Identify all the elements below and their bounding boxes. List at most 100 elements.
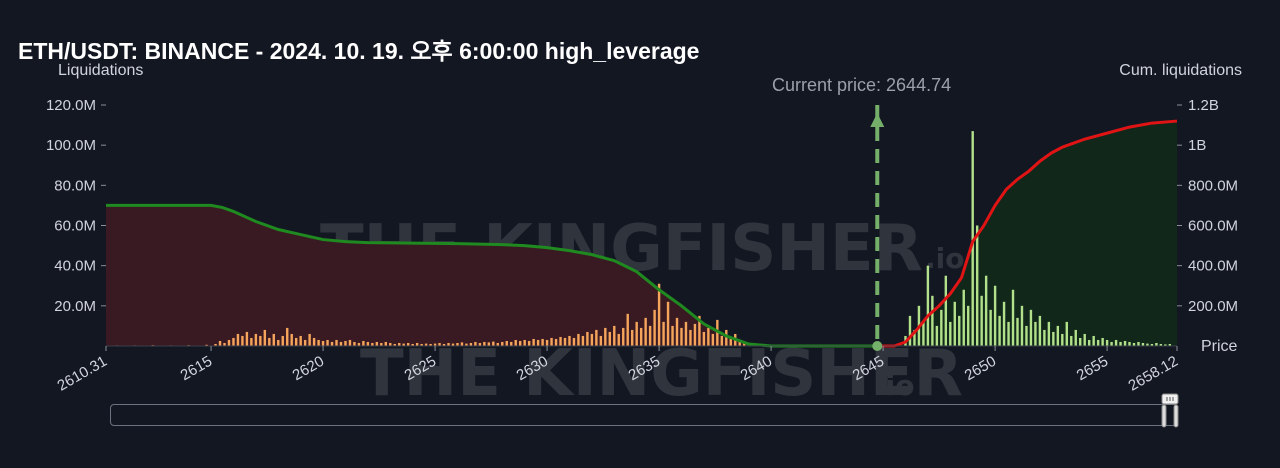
long-liq-bar (1056, 325, 1060, 346)
short-liq-bar (501, 341, 504, 346)
long-liq-bar (1052, 331, 1055, 346)
short-liq-bar (223, 342, 226, 346)
short-liq-bar (393, 343, 396, 346)
long-liq-bar (940, 309, 943, 346)
short-liq-bar (456, 342, 459, 346)
short-liq-bar (510, 341, 513, 346)
short-liq-bar (290, 333, 293, 346)
long-liq-bar (1155, 342, 1158, 346)
short-liq-bar (447, 342, 450, 346)
short-liq-bar (214, 343, 217, 346)
short-liq-bar (268, 337, 271, 346)
long-liq-bar (958, 315, 961, 346)
short-liq-bar (563, 337, 567, 346)
long-liq-bar (949, 321, 952, 346)
short-liq-bar (738, 339, 741, 346)
long-liq-bar (922, 321, 925, 346)
short-liq-bar (281, 335, 284, 346)
y2-tick-label: 600.0M (1188, 218, 1238, 235)
short-liq-bar (478, 342, 482, 346)
short-liq-bar (389, 342, 392, 346)
short-liq-bar (272, 333, 275, 346)
short-liq-bar (711, 333, 715, 346)
long-liq-bar (935, 325, 939, 346)
short-liq-bar (698, 315, 701, 346)
long-liq-bar (1119, 341, 1122, 346)
short-liq-bar (218, 340, 222, 346)
short-liq-bar (666, 301, 670, 346)
short-liq-bar (559, 336, 562, 346)
current-price-label: Current price: 2644.74 (772, 75, 952, 95)
short-liq-bar (657, 283, 661, 346)
long-liq-bar (1123, 340, 1127, 346)
short-liq-bar (326, 339, 329, 346)
current-price-dot (872, 341, 883, 351)
long-liq-bar (944, 275, 948, 346)
short-liq-bar (357, 342, 361, 346)
short-liq-bar (707, 327, 710, 346)
short-liq-bar (411, 343, 414, 346)
short-liq-bar (321, 340, 325, 346)
short-liq-bar (523, 339, 526, 346)
y-tick-label: 120.0M (46, 97, 96, 114)
long-liq-bar (1074, 329, 1077, 346)
long-liq-bar (1096, 339, 1100, 346)
short-liq-bar (671, 325, 674, 346)
y2-tick-label: 200.0M (1188, 298, 1238, 315)
short-liq-bar (577, 333, 580, 346)
long-liq-bar (1137, 341, 1140, 346)
range-slider-handle[interactable] (1160, 393, 1180, 429)
short-liq-bar (474, 341, 477, 346)
short-liq-bar (604, 327, 607, 346)
long-liq-bar (1110, 341, 1113, 346)
short-liq-bar (662, 321, 665, 346)
y-tick-label: 60.0M (54, 218, 96, 235)
long-liq-bar (926, 265, 930, 346)
short-liq-bar (344, 340, 347, 346)
short-liq-bar (702, 331, 706, 346)
long-liq-bar (1043, 329, 1046, 346)
short-liq-bar (716, 319, 719, 346)
short-liq-bar (469, 342, 473, 346)
short-liq-bar (259, 335, 262, 346)
short-liq-bar (339, 341, 343, 346)
short-liq-bar (236, 333, 240, 346)
short-liq-bar (581, 335, 585, 346)
short-liq-bar (684, 321, 688, 346)
long-liq-bar (1128, 341, 1131, 346)
short-liq-bar (375, 341, 379, 346)
x-tick-label: 2615 (178, 353, 215, 384)
short-liq-bar (433, 343, 437, 346)
short-liq-bar (384, 341, 387, 346)
short-liq-bar (617, 333, 620, 346)
short-liq-bar (406, 342, 410, 346)
x-tick-label: 2650 (962, 353, 999, 384)
short-liq-bar (572, 337, 576, 346)
short-liq-bar (725, 329, 728, 346)
short-liq-bar (541, 338, 544, 346)
short-liq-bar (424, 343, 428, 346)
long-liq-bar (931, 295, 934, 346)
short-liq-bar (648, 325, 652, 346)
long-liq-bar (1168, 343, 1172, 346)
left-axis-title: Liquidations (58, 62, 144, 79)
long-liq-bar (967, 305, 970, 346)
long-liq-bar (1092, 335, 1095, 346)
range-slider[interactable] (110, 404, 1178, 426)
short-liq-bar (568, 335, 571, 346)
long-cum-area (877, 121, 1177, 346)
short-liq-bar (675, 317, 679, 346)
short-liq-bar (442, 343, 446, 346)
short-liq-bar (366, 341, 370, 346)
long-liq-bar (971, 131, 974, 346)
short-liq-bar (554, 338, 558, 346)
short-liq-bar (492, 341, 495, 346)
short-liq-bar (465, 343, 468, 346)
short-liq-bar (505, 340, 508, 346)
y-tick-label: 20.0M (54, 298, 96, 315)
long-liq-bar (975, 225, 979, 346)
long-liq-bar (1164, 344, 1167, 346)
long-liq-bar (1159, 343, 1163, 346)
short-liq-bar (241, 335, 244, 346)
short-liq-bar (205, 344, 208, 346)
